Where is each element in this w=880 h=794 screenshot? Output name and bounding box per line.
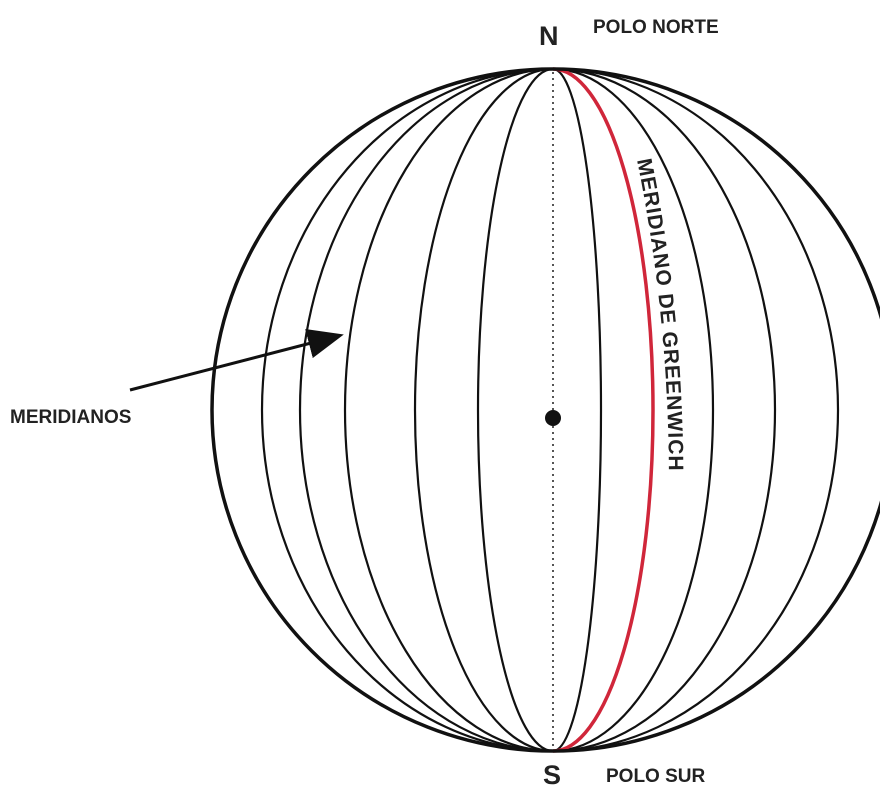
meridian xyxy=(553,69,713,751)
globe-outline xyxy=(212,69,880,751)
center-dot xyxy=(545,410,561,426)
meridian xyxy=(478,69,553,751)
south-pole-label: POLO SUR xyxy=(606,766,706,787)
north-pole-label: POLO NORTE xyxy=(593,17,719,38)
north-label: N xyxy=(539,21,559,51)
meridian xyxy=(345,69,553,751)
meridian xyxy=(415,69,553,751)
meridian xyxy=(262,69,553,751)
meridian xyxy=(300,69,553,751)
meridians xyxy=(262,69,838,751)
south-label: S xyxy=(543,760,561,790)
greenwich-label: MERIDIANO DE GREENWICH xyxy=(632,156,687,471)
globe-diagram: N POLO NORTE S POLO SUR MERIDIANOS MERID… xyxy=(0,0,880,794)
greenwich-label-path: MERIDIANO DE GREENWICH xyxy=(632,156,687,471)
arrow xyxy=(130,336,338,390)
meridians-label: MERIDIANOS xyxy=(10,407,131,428)
meridian xyxy=(553,69,601,751)
